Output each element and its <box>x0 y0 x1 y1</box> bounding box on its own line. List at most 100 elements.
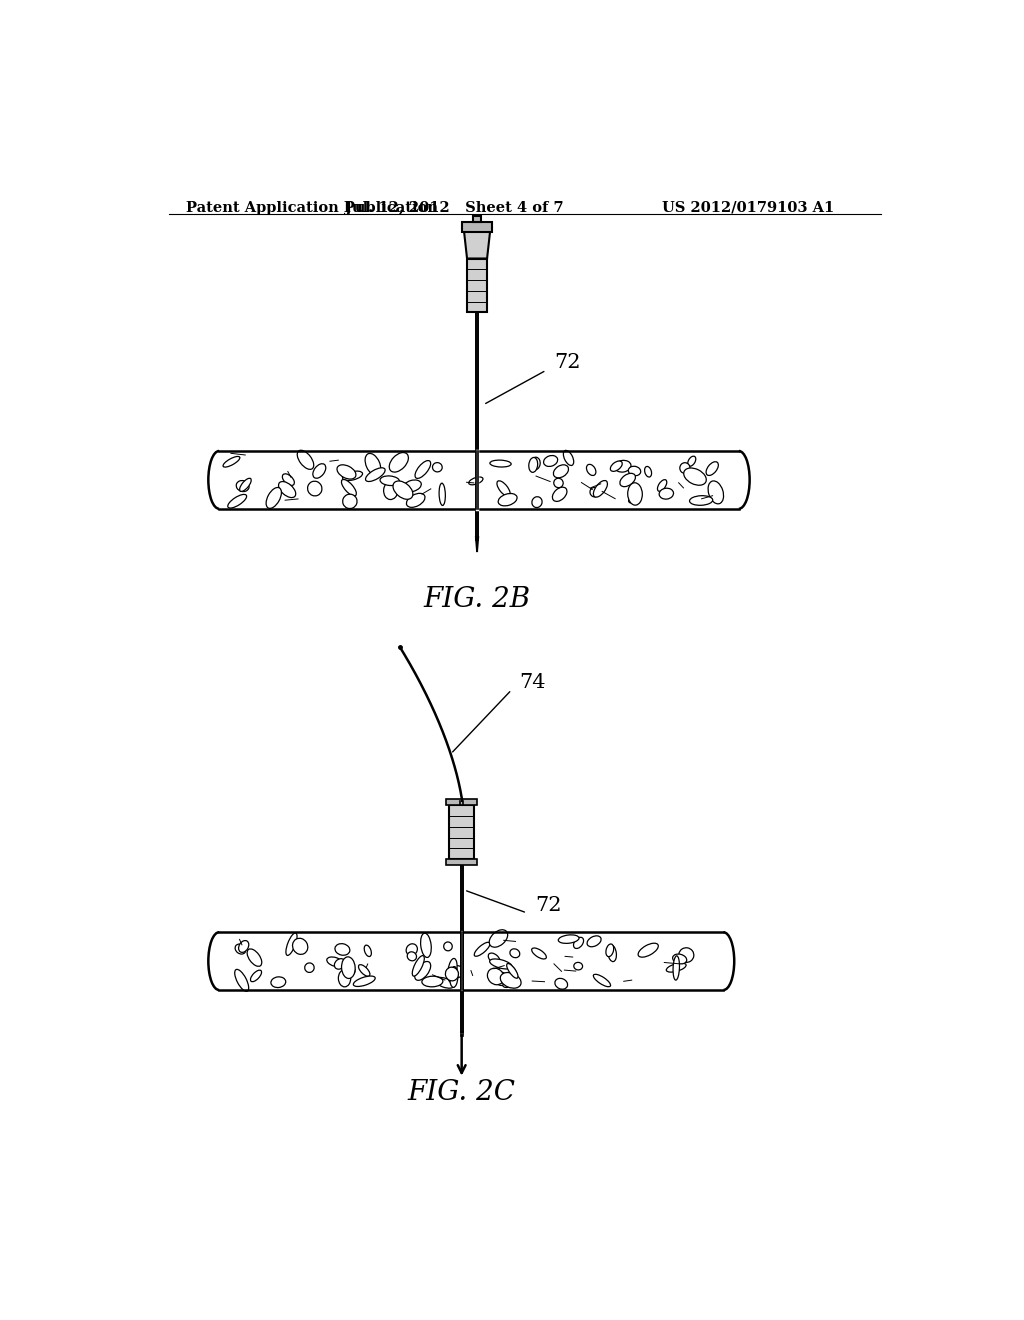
Ellipse shape <box>384 480 398 499</box>
Ellipse shape <box>279 482 296 498</box>
Bar <box>446 859 477 866</box>
Ellipse shape <box>688 457 695 466</box>
Text: FIG. 2C: FIG. 2C <box>408 1078 516 1106</box>
Ellipse shape <box>413 956 424 977</box>
Ellipse shape <box>407 494 425 507</box>
Ellipse shape <box>497 480 510 496</box>
Ellipse shape <box>587 465 596 475</box>
Ellipse shape <box>487 968 504 985</box>
Ellipse shape <box>573 937 584 949</box>
Ellipse shape <box>474 942 489 956</box>
Ellipse shape <box>680 463 690 474</box>
Ellipse shape <box>337 465 356 479</box>
Bar <box>473 216 481 222</box>
Ellipse shape <box>408 952 417 961</box>
Ellipse shape <box>283 474 294 486</box>
Ellipse shape <box>606 944 613 957</box>
Ellipse shape <box>353 975 375 986</box>
Ellipse shape <box>489 958 512 969</box>
Ellipse shape <box>689 496 713 506</box>
Ellipse shape <box>587 936 601 946</box>
Ellipse shape <box>307 482 322 496</box>
Ellipse shape <box>327 957 343 966</box>
Ellipse shape <box>366 467 385 482</box>
Ellipse shape <box>286 933 297 956</box>
Ellipse shape <box>342 957 355 978</box>
Ellipse shape <box>421 933 431 957</box>
Bar <box>462 222 492 231</box>
Ellipse shape <box>297 450 313 470</box>
Ellipse shape <box>393 480 413 499</box>
Ellipse shape <box>343 471 362 480</box>
Ellipse shape <box>507 964 518 978</box>
Text: US 2012/0179103 A1: US 2012/0179103 A1 <box>662 201 835 215</box>
Ellipse shape <box>531 496 542 508</box>
Bar <box>219 932 724 990</box>
Ellipse shape <box>305 962 314 973</box>
Ellipse shape <box>469 477 483 484</box>
Ellipse shape <box>667 964 686 972</box>
Ellipse shape <box>638 944 658 957</box>
Bar <box>219 451 739 508</box>
Text: 72: 72 <box>554 352 581 372</box>
Text: 74: 74 <box>519 672 546 692</box>
Ellipse shape <box>552 487 567 502</box>
Ellipse shape <box>531 948 547 960</box>
Ellipse shape <box>239 941 249 953</box>
Ellipse shape <box>293 939 308 954</box>
Ellipse shape <box>450 966 458 987</box>
Ellipse shape <box>443 942 453 950</box>
Text: Jul. 12, 2012   Sheet 4 of 7: Jul. 12, 2012 Sheet 4 of 7 <box>345 201 563 215</box>
Ellipse shape <box>237 480 249 491</box>
Text: Patent Application Publication: Patent Application Publication <box>186 201 438 215</box>
Ellipse shape <box>530 457 541 470</box>
Ellipse shape <box>608 945 616 961</box>
Ellipse shape <box>644 466 651 477</box>
Ellipse shape <box>227 495 247 508</box>
Ellipse shape <box>358 965 370 977</box>
Ellipse shape <box>553 465 568 478</box>
Ellipse shape <box>389 453 409 473</box>
Ellipse shape <box>234 969 249 991</box>
Ellipse shape <box>659 488 674 499</box>
Ellipse shape <box>673 954 687 964</box>
Ellipse shape <box>447 958 457 982</box>
Ellipse shape <box>380 477 399 486</box>
Ellipse shape <box>488 953 500 964</box>
Ellipse shape <box>415 461 431 478</box>
Ellipse shape <box>335 958 345 969</box>
Text: 72: 72 <box>535 896 561 915</box>
Ellipse shape <box>558 935 579 944</box>
Ellipse shape <box>684 469 707 486</box>
Ellipse shape <box>679 948 694 962</box>
Ellipse shape <box>313 463 326 478</box>
Ellipse shape <box>445 968 459 981</box>
Ellipse shape <box>593 480 607 498</box>
Ellipse shape <box>673 956 680 981</box>
Ellipse shape <box>498 965 516 979</box>
Ellipse shape <box>271 977 286 987</box>
Ellipse shape <box>266 487 282 508</box>
Ellipse shape <box>432 462 442 471</box>
Ellipse shape <box>240 478 251 491</box>
Text: FIG. 2B: FIG. 2B <box>424 586 530 612</box>
Ellipse shape <box>489 929 508 948</box>
Bar <box>446 799 477 805</box>
Ellipse shape <box>610 461 623 471</box>
Ellipse shape <box>528 458 538 473</box>
Ellipse shape <box>510 949 520 958</box>
Ellipse shape <box>223 457 240 467</box>
Bar <box>467 259 487 313</box>
Ellipse shape <box>708 480 724 504</box>
Ellipse shape <box>629 492 640 503</box>
Ellipse shape <box>403 480 421 492</box>
Ellipse shape <box>707 462 719 475</box>
Ellipse shape <box>495 973 508 986</box>
Ellipse shape <box>593 974 610 987</box>
Ellipse shape <box>251 970 261 982</box>
Ellipse shape <box>489 461 511 467</box>
Ellipse shape <box>415 961 431 981</box>
Ellipse shape <box>335 944 350 956</box>
Ellipse shape <box>499 494 517 506</box>
Ellipse shape <box>555 978 567 989</box>
